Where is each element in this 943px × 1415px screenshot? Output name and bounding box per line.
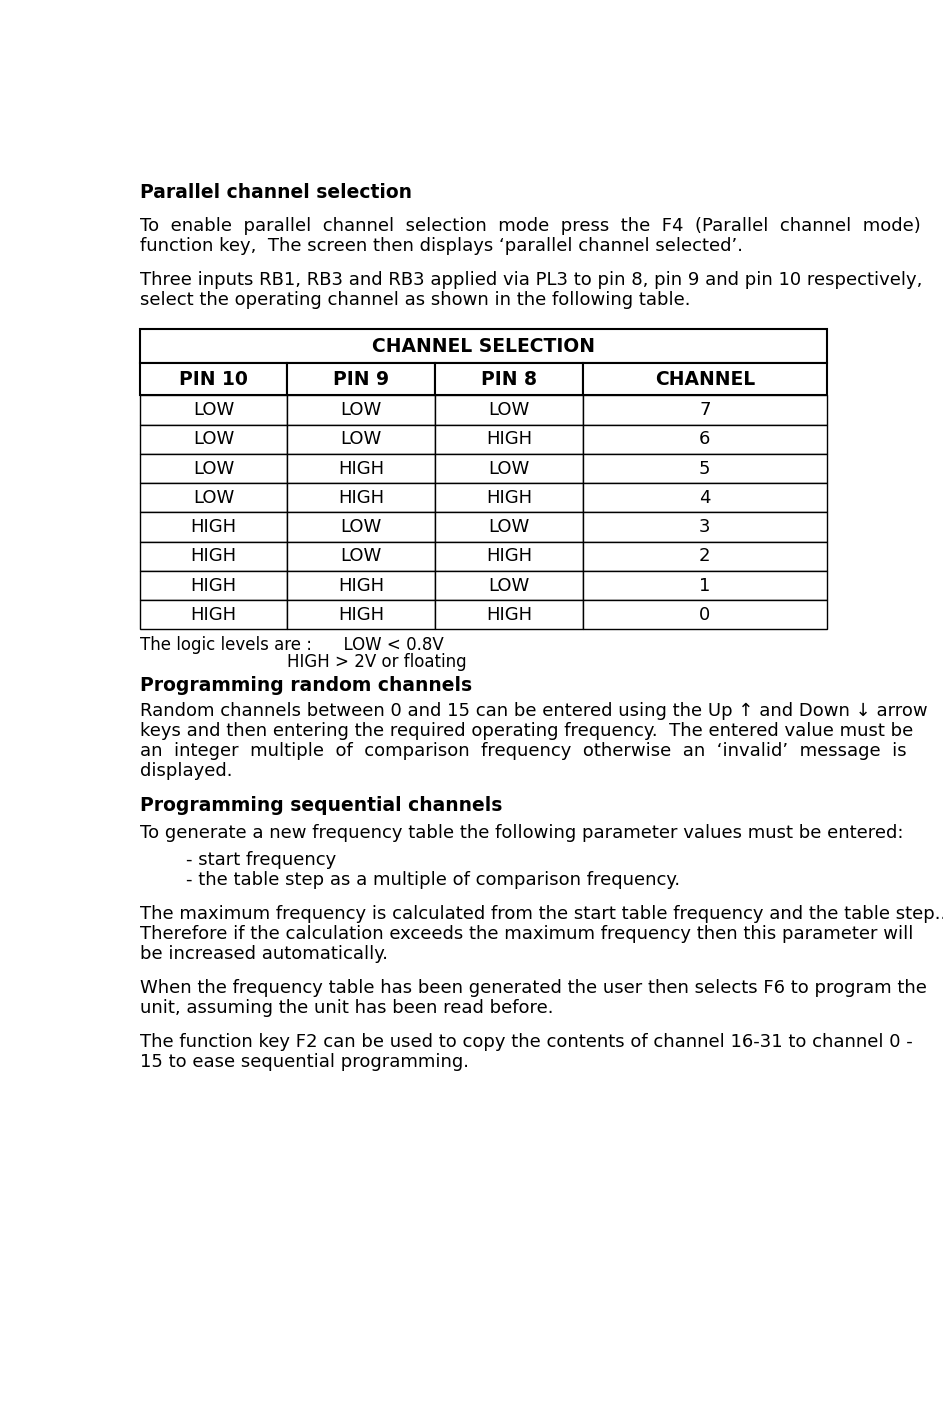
Text: HIGH: HIGH — [190, 576, 237, 594]
Text: PIN 8: PIN 8 — [481, 369, 537, 389]
Text: CHANNEL SELECTION: CHANNEL SELECTION — [372, 337, 595, 355]
Bar — [288, 483, 435, 512]
Bar — [435, 542, 583, 572]
Text: HIGH: HIGH — [190, 548, 237, 566]
Text: LOW: LOW — [340, 400, 382, 419]
Text: LOW: LOW — [340, 430, 382, 449]
Text: LOW: LOW — [488, 576, 530, 594]
Text: HIGH: HIGH — [190, 606, 237, 624]
Text: 7: 7 — [699, 400, 710, 419]
Text: HIGH: HIGH — [486, 488, 532, 507]
Text: LOW: LOW — [340, 518, 382, 536]
Text: LOW: LOW — [192, 430, 234, 449]
Bar — [583, 454, 827, 483]
Bar — [435, 454, 583, 483]
Bar — [435, 512, 583, 542]
Bar — [140, 330, 827, 364]
Text: HIGH: HIGH — [339, 606, 384, 624]
Bar — [140, 395, 288, 424]
Bar — [435, 572, 583, 600]
Bar — [140, 424, 288, 454]
Text: LOW: LOW — [488, 518, 530, 536]
Bar — [583, 512, 827, 542]
Bar — [583, 600, 827, 630]
Text: CHANNEL: CHANNEL — [654, 369, 755, 389]
Text: HIGH: HIGH — [486, 548, 532, 566]
Text: The function key F2 can be used to copy the contents of channel 16-31 to channel: The function key F2 can be used to copy … — [140, 1033, 912, 1051]
Bar — [140, 572, 288, 600]
Text: HIGH > 2V or floating: HIGH > 2V or floating — [287, 652, 467, 671]
Bar — [140, 483, 288, 512]
Bar — [583, 542, 827, 572]
Bar — [583, 572, 827, 600]
Text: 0: 0 — [699, 606, 710, 624]
Text: an  integer  multiple  of  comparison  frequency  otherwise  an  ‘invalid’  mess: an integer multiple of comparison freque… — [140, 741, 906, 760]
Text: be increased automatically.: be increased automatically. — [140, 945, 388, 964]
Text: function key,  The screen then displays ‘parallel channel selected’.: function key, The screen then displays ‘… — [140, 236, 742, 255]
Text: The logic levels are :      LOW < 0.8V: The logic levels are : LOW < 0.8V — [140, 635, 443, 654]
Bar — [435, 364, 583, 395]
Text: Therefore if the calculation exceeds the maximum frequency then this parameter w: Therefore if the calculation exceeds the… — [140, 925, 913, 944]
Text: keys and then entering the required operating frequency.  The entered value must: keys and then entering the required oper… — [140, 722, 913, 740]
Text: HIGH: HIGH — [486, 430, 532, 449]
Bar — [288, 454, 435, 483]
Text: LOW: LOW — [488, 460, 530, 477]
Text: - start frequency: - start frequency — [140, 852, 336, 869]
Bar — [288, 542, 435, 572]
Text: 15 to ease sequential programming.: 15 to ease sequential programming. — [140, 1053, 469, 1071]
Bar — [140, 542, 288, 572]
Text: Three inputs RB1, RB3 and RB3 applied via PL3 to pin 8, pin 9 and pin 10 respect: Three inputs RB1, RB3 and RB3 applied vi… — [140, 270, 922, 289]
Text: PIN 10: PIN 10 — [179, 369, 248, 389]
Text: To  enable  parallel  channel  selection  mode  press  the  F4  (Parallel  chann: To enable parallel channel selection mod… — [140, 216, 920, 235]
Bar — [583, 395, 827, 424]
Bar — [288, 395, 435, 424]
Bar — [140, 454, 288, 483]
Bar — [140, 512, 288, 542]
Bar — [435, 395, 583, 424]
Bar — [583, 483, 827, 512]
Text: HIGH: HIGH — [190, 518, 237, 536]
Text: Random channels between 0 and 15 can be entered using the Up ↑ and Down ↓ arrow: Random channels between 0 and 15 can be … — [140, 702, 927, 720]
Text: When the frequency table has been generated the user then selects F6 to program : When the frequency table has been genera… — [140, 979, 926, 998]
Bar — [140, 600, 288, 630]
Text: - the table step as a multiple of comparison frequency.: - the table step as a multiple of compar… — [140, 872, 680, 889]
Bar — [288, 600, 435, 630]
Text: Programming random channels: Programming random channels — [140, 676, 472, 695]
Text: 1: 1 — [699, 576, 710, 594]
Text: The maximum frequency is calculated from the start table frequency and the table: The maximum frequency is calculated from… — [140, 906, 943, 923]
Text: 4: 4 — [699, 488, 710, 507]
Text: 3: 3 — [699, 518, 710, 536]
Text: HIGH: HIGH — [339, 460, 384, 477]
Bar — [435, 424, 583, 454]
Text: 5: 5 — [699, 460, 710, 477]
Bar — [435, 483, 583, 512]
Bar — [288, 512, 435, 542]
Bar — [140, 364, 288, 395]
Text: To generate a new frequency table the following parameter values must be entered: To generate a new frequency table the fo… — [140, 824, 903, 842]
Text: LOW: LOW — [192, 400, 234, 419]
Bar — [288, 424, 435, 454]
Text: LOW: LOW — [488, 400, 530, 419]
Bar — [288, 364, 435, 395]
Text: LOW: LOW — [192, 488, 234, 507]
Bar — [583, 424, 827, 454]
Text: PIN 9: PIN 9 — [333, 369, 389, 389]
Text: unit, assuming the unit has been read before.: unit, assuming the unit has been read be… — [140, 999, 554, 1017]
Text: HIGH: HIGH — [339, 576, 384, 594]
Text: displayed.: displayed. — [140, 761, 232, 780]
Text: LOW: LOW — [192, 460, 234, 477]
Bar — [288, 572, 435, 600]
Text: HIGH: HIGH — [486, 606, 532, 624]
Text: select the operating channel as shown in the following table.: select the operating channel as shown in… — [140, 290, 690, 308]
Text: Programming sequential channels: Programming sequential channels — [140, 795, 502, 815]
Text: HIGH: HIGH — [339, 488, 384, 507]
Text: 6: 6 — [699, 430, 710, 449]
Bar — [583, 364, 827, 395]
Text: Parallel channel selection: Parallel channel selection — [140, 183, 411, 202]
Text: LOW: LOW — [340, 548, 382, 566]
Text: 2: 2 — [699, 548, 710, 566]
Bar — [435, 600, 583, 630]
